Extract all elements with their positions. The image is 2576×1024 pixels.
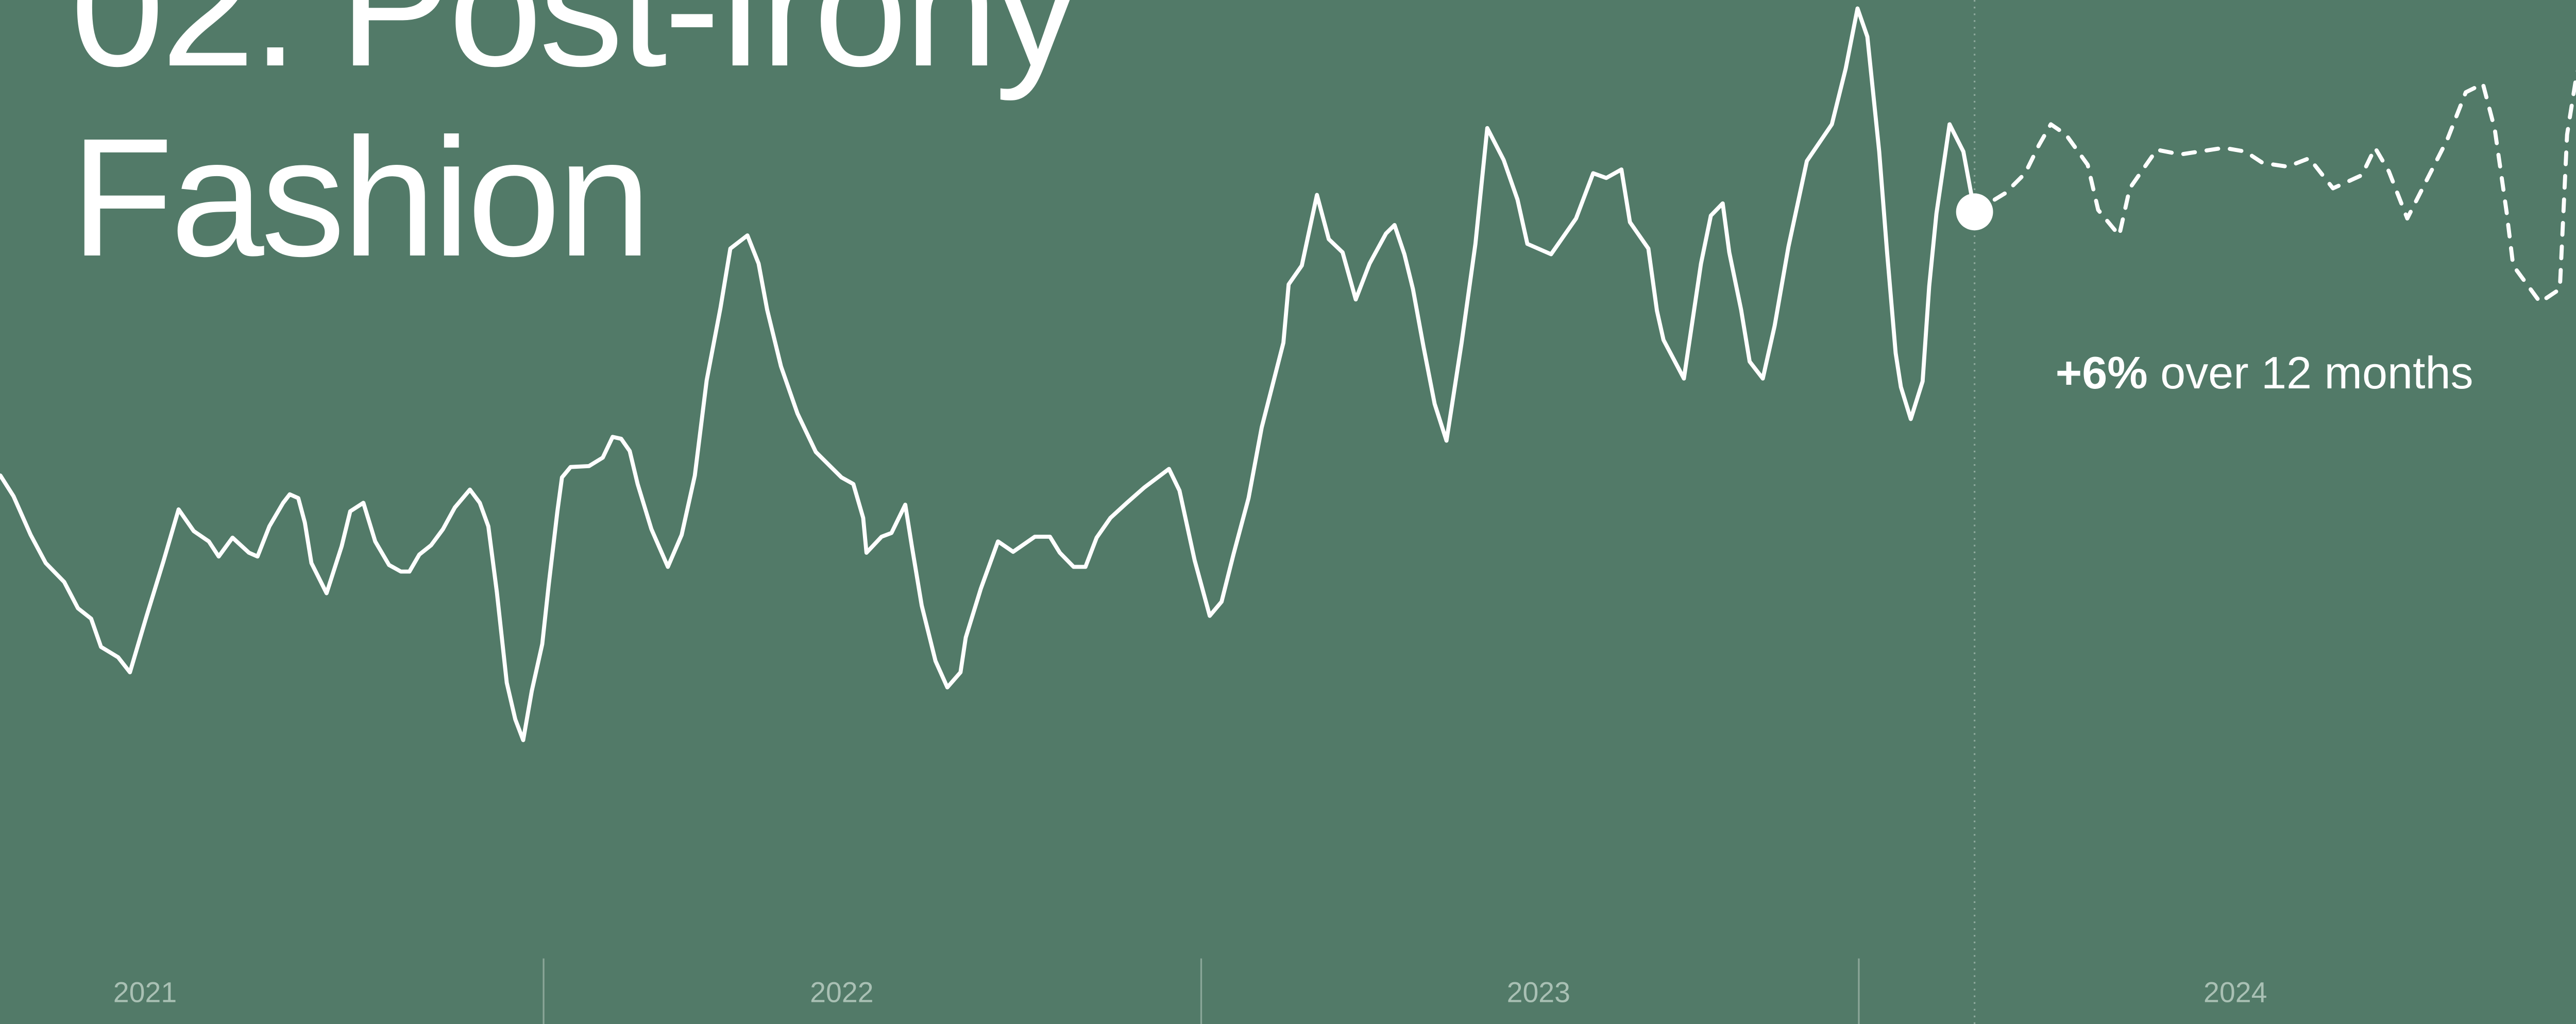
x-tick-label: 2024: [2204, 977, 2267, 1009]
x-tick-label: 2021: [113, 977, 177, 1009]
x-tick-label: 2022: [810, 977, 873, 1009]
annotation-space: [2148, 347, 2160, 398]
annotation-value: +6%: [2056, 347, 2148, 398]
x-tick-label: 2023: [1507, 977, 1570, 1009]
annotation: +6% over 12 months: [2056, 347, 2473, 398]
annotation-note: over 12 months: [2160, 347, 2473, 398]
trend-line: [0, 6, 1977, 742]
chart-title: 02. Post-Irony Fashion: [71, 0, 1079, 292]
trend-line: [1972, 70, 2576, 304]
current-point: [1956, 193, 1993, 231]
